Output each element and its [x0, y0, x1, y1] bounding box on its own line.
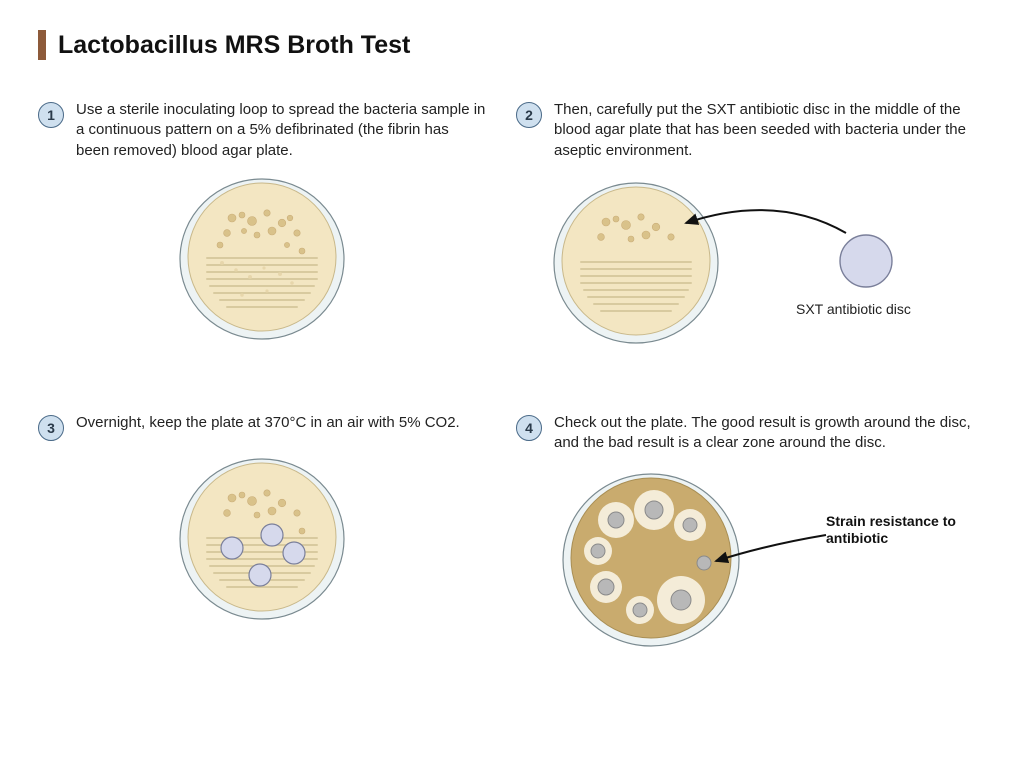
steps-grid: 1 Use a sterile inoculating loop to spre…	[38, 100, 986, 655]
step-head: 4 Check out the plate. The good result i…	[516, 413, 986, 454]
step-head: 2 Then, carefully put the SXT antibiotic…	[516, 100, 986, 161]
step-head: 3 Overnight, keep the plate at 370°C in …	[38, 413, 486, 441]
strain-resistance-label: Strain resistance to antibiotic	[826, 513, 976, 547]
step-text: Check out the plate. The good result is …	[554, 413, 986, 454]
step-2: 2 Then, carefully put the SXT antibiotic…	[516, 100, 986, 353]
step-1: 1 Use a sterile inoculating loop to spre…	[38, 100, 486, 353]
title-row: Lactobacillus MRS Broth Test	[38, 30, 986, 60]
step-number-badge: 3	[38, 415, 64, 441]
plate-illustration: SXT antibiotic disc	[516, 173, 986, 353]
plate-illustration	[38, 453, 486, 623]
plate-illustration	[38, 173, 486, 343]
step-text: Overnight, keep the plate at 370°C in an…	[76, 413, 460, 433]
strain-line1: Strain resistance to	[826, 513, 956, 529]
petri-incubated-icon	[172, 453, 352, 623]
step-number-badge: 2	[516, 102, 542, 128]
sxt-disc-label: SXT antibiotic disc	[796, 301, 911, 317]
page-title: Lactobacillus MRS Broth Test	[58, 31, 410, 60]
result-plate-icon	[556, 465, 986, 655]
step-number-badge: 1	[38, 102, 64, 128]
step-text: Use a sterile inoculating loop to spread…	[76, 100, 486, 161]
step-text: Then, carefully put the SXT antibiotic d…	[554, 100, 986, 161]
strain-line2: antibiotic	[826, 530, 888, 546]
petri-with-disc-icon	[546, 173, 966, 353]
step-3: 3 Overnight, keep the plate at 370°C in …	[38, 413, 486, 656]
step-4: 4 Check out the plate. The good result i…	[516, 413, 986, 656]
step-head: 1 Use a sterile inoculating loop to spre…	[38, 100, 486, 161]
plate-illustration: Strain resistance to antibiotic	[516, 465, 986, 655]
step-number-badge: 4	[516, 415, 542, 441]
title-accent-bar	[38, 30, 46, 60]
petri-dish-icon	[172, 173, 352, 343]
